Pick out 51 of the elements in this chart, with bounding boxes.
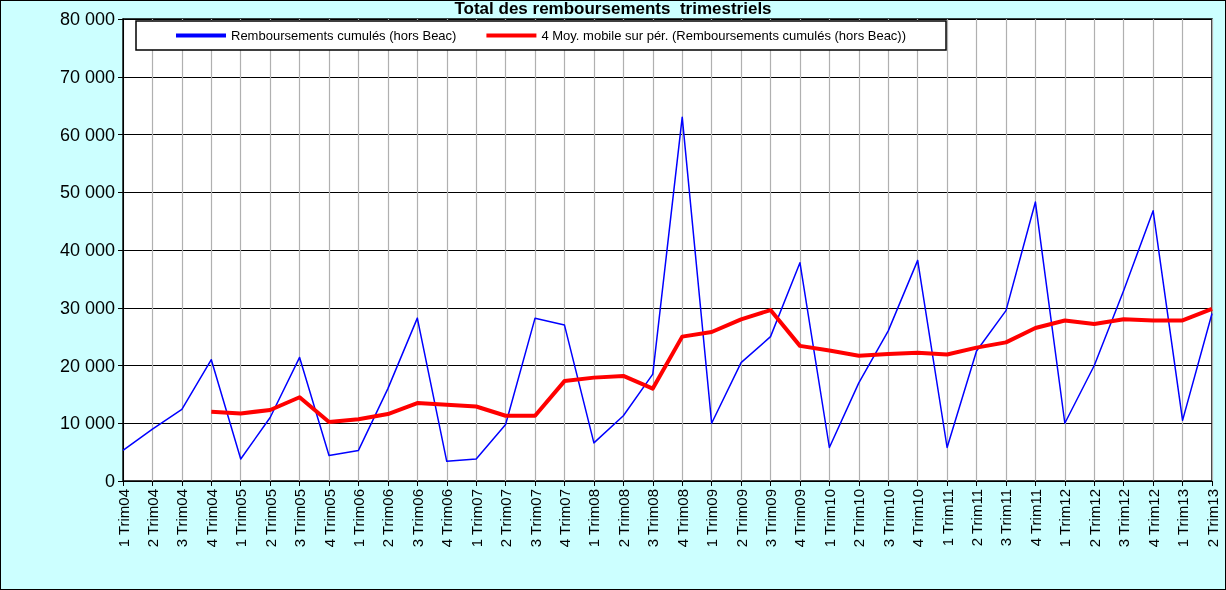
x-tick-label: 2 Trim09	[732, 489, 750, 548]
y-tick-label: 70 000	[59, 66, 115, 87]
y-tick-label: 80 000	[59, 9, 115, 29]
x-tick-label: 3 Trim04	[173, 489, 191, 548]
x-tick-label: 2 Trim07	[497, 489, 515, 548]
x-tick-label: 4 Trim10	[909, 489, 927, 548]
x-tick-label: 4 Trim12	[1144, 489, 1162, 548]
x-tick-label: 3 Trim10	[879, 489, 897, 548]
x-tick-label: 3 Trim12	[1115, 489, 1133, 548]
y-tick-label: 40 000	[59, 240, 115, 260]
y-tick-label: 60 000	[59, 124, 115, 145]
y-tick-label: 30 000	[59, 297, 115, 318]
x-tick-label: 1 Trim06	[349, 489, 367, 548]
line-series	[209, 306, 1214, 425]
y-tick-label: 50 000	[59, 182, 115, 203]
x-tick-label: 1 Trim09	[703, 489, 721, 548]
x-tick-label: 2 Trim12	[1085, 489, 1103, 548]
x-tick-label: 3 Trim09	[762, 489, 780, 548]
x-tick-label: 3 Trim08	[644, 489, 662, 548]
x-tick-label: 2 Trim06	[379, 489, 397, 548]
x-tick-label: 2 Trim13	[1203, 489, 1221, 548]
x-tick-label: 2 Trim05	[261, 489, 279, 548]
x-tick-label: 1 Trim13	[1174, 489, 1192, 548]
x-tick-label: 3 Trim05	[291, 489, 309, 548]
x-tick-label: 3 Trim06	[408, 489, 426, 548]
y-tick-label: 10 000	[59, 413, 115, 434]
y-tick-label: 20 000	[59, 355, 115, 376]
x-tick-label: 2 Trim08	[614, 489, 632, 548]
x-tick-label: 1 Trim11	[938, 489, 956, 547]
x-tick-label: 4 Trim05	[320, 489, 338, 548]
x-tick-label: 1 Trim04	[114, 489, 132, 548]
x-tick-label: 4 Trim06	[438, 489, 456, 548]
x-tick-label: 2 Trim04	[143, 489, 161, 548]
x-tick-label: 4 Trim07	[555, 489, 573, 548]
x-tick-label: 2 Trim11	[968, 489, 986, 547]
x-tick-label: 2 Trim10	[850, 489, 868, 548]
x-tick-label: 3 Trim07	[526, 489, 544, 548]
x-tick-label: 4 Trim04	[202, 489, 220, 548]
x-tick-label: 1 Trim08	[585, 489, 603, 548]
chart-title: Total des remboursements trimestriels	[454, 0, 772, 18]
x-tick-label: 4 Trim08	[673, 489, 691, 548]
y-tick-label: 0	[104, 471, 115, 491]
x-tick-label: 1 Trim12	[1056, 489, 1074, 548]
legend-label: Remboursements cumulés (hors Beac)	[231, 28, 457, 43]
x-tick-label: 4 Trim09	[791, 489, 809, 548]
x-tick-label: 4 Trim11	[1026, 489, 1044, 547]
x-tick-label: 1 Trim05	[232, 489, 250, 548]
x-tick-label: 1 Trim07	[467, 489, 485, 548]
legend-label: 4 Moy. mobile sur pér. (Remboursements cumulés (hors Beac))	[541, 28, 907, 43]
x-tick-label: 1 Trim10	[820, 489, 838, 548]
x-tick-label: 3 Trim11	[997, 489, 1015, 547]
